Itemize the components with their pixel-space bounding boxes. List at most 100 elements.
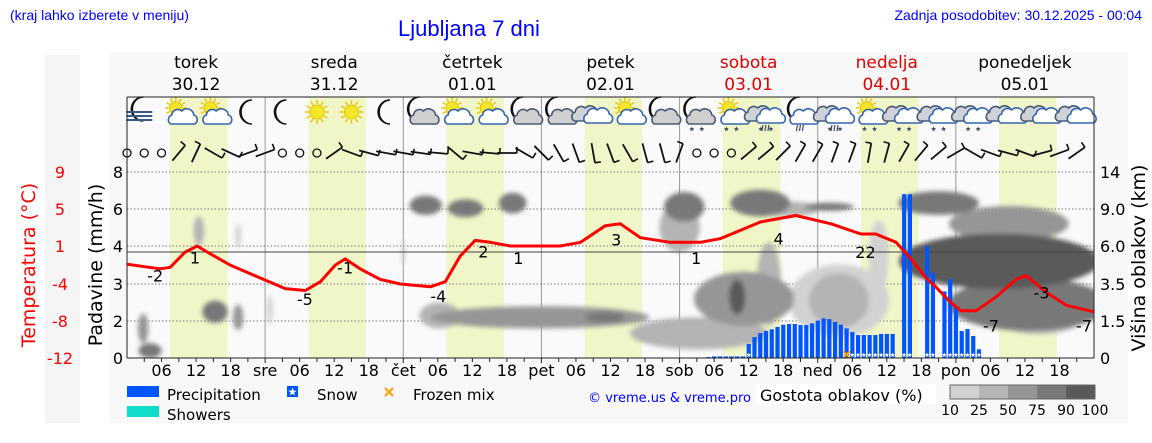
cloud-density-blob — [232, 304, 244, 331]
wind-barb-icon — [794, 140, 807, 163]
precipitation-tick: 6 — [113, 200, 123, 219]
precipitation-bar — [850, 332, 855, 358]
wind-barb-icon — [238, 143, 259, 158]
day-name: četrtek — [442, 53, 503, 73]
sun-ray — [200, 110, 205, 115]
legend-showers-label: Showers — [167, 406, 231, 424]
sun-icon — [343, 104, 359, 120]
precipitation-bar — [861, 335, 866, 358]
snow-marker — [930, 352, 936, 357]
cloud-density-blob — [235, 223, 241, 249]
wind-barb — [751, 141, 757, 148]
cloud-height-tick: 0 — [1100, 349, 1110, 368]
wind-barb — [271, 143, 276, 150]
precipitation-bar — [752, 337, 757, 358]
day-name: sreda — [311, 53, 358, 73]
sun-ray — [216, 101, 221, 106]
wind-barb-icon — [775, 141, 791, 161]
precipitation-bars — [706, 194, 982, 359]
sun-ray — [860, 98, 864, 103]
wind-barb — [769, 141, 775, 148]
sun-ray — [310, 118, 314, 123]
precipitation-bar — [942, 291, 947, 358]
wind-shaft — [255, 148, 275, 158]
legend-frozen-mix-label: Frozen mix — [413, 386, 495, 404]
wind-barb — [1049, 144, 1053, 151]
legend: Precipitation Snow Frozen mix Showers © … — [127, 384, 1108, 424]
snow-marker — [901, 352, 907, 357]
precipitation-bar — [717, 356, 723, 358]
wind-shaft — [914, 144, 929, 162]
wind-shaft — [641, 143, 649, 163]
credit-link[interactable]: © vreme.us & vreme.pro — [588, 391, 751, 406]
sun-ray — [200, 101, 205, 106]
wind-barb-icon — [621, 143, 639, 163]
wind-barb — [563, 157, 570, 163]
snow-marker — [729, 352, 734, 357]
temperature-tick: -4 — [52, 275, 68, 294]
cloud-density-blob — [898, 233, 1094, 289]
sun-ray — [178, 98, 182, 103]
sun-ray — [457, 101, 462, 106]
wind-barb-icon — [641, 143, 654, 164]
precipitation-bar — [735, 356, 740, 358]
wind-barb — [594, 161, 602, 164]
wind-shaft — [997, 149, 1018, 157]
calm-wind-icon — [692, 148, 702, 158]
wind-shaft — [811, 143, 824, 163]
temperature-tick: -8 — [52, 312, 68, 331]
wind-barb-icon — [930, 141, 947, 161]
temp-axis-panel — [45, 55, 80, 423]
wind-shaft — [794, 143, 807, 163]
wind-barb-icon — [946, 142, 966, 159]
cloud-density-title-bg — [756, 384, 936, 404]
snow-marker — [970, 352, 976, 357]
cloud-icon — [824, 107, 856, 124]
temperature-label: 22 — [855, 243, 875, 262]
cloud-icon — [512, 108, 544, 125]
moon-cloud-icon — [510, 96, 544, 125]
calm-wind-icon — [139, 148, 149, 158]
precipitation-bar — [781, 324, 786, 358]
temperature-axis-label: Temperatura (°C) — [18, 183, 40, 348]
rain-drop-icon — [761, 124, 764, 132]
sun-cloud-icon — [613, 97, 647, 125]
wind-shaft — [191, 143, 202, 163]
calm-wind-icon — [709, 148, 719, 158]
x-tick-label: 12 — [1015, 361, 1035, 380]
day-date: 05.01 — [1001, 75, 1050, 95]
snowflake-icon — [699, 126, 705, 132]
frozen-mix-x-icon — [384, 387, 394, 397]
precipitation-bar — [948, 279, 953, 358]
cloud-height-axis-label: Višina oblakov (km) — [1128, 165, 1150, 352]
precipitation-bar — [879, 333, 884, 358]
x-tick-label: 06 — [566, 361, 586, 380]
precipitation-bar — [775, 326, 780, 358]
rain-drop-icon — [767, 124, 770, 132]
precipitation-bar — [758, 333, 763, 358]
location-menu-hint[interactable]: (kraj lahko izberete v meniju) — [10, 7, 189, 23]
wind-barb-icon — [757, 141, 775, 161]
moon-cloud-icon — [545, 96, 578, 125]
rain-drop-icon — [795, 124, 799, 132]
snow-marker — [861, 352, 866, 357]
cloud-density-heatmap — [137, 189, 1094, 358]
precipitation-bar — [930, 272, 936, 358]
precipitation-bar — [844, 328, 849, 358]
precipitation-tick: 3 — [113, 275, 123, 294]
wind-barb-icon — [865, 141, 873, 164]
snowflake-icon — [975, 126, 981, 132]
legend-precipitation-label: Precipitation — [167, 386, 261, 404]
snowflake-icon — [896, 126, 902, 132]
sun-ray — [323, 105, 328, 109]
cloud-icon — [478, 108, 509, 125]
calm-wind-icon — [277, 148, 288, 158]
wind-barb — [446, 147, 450, 154]
wind-barb-icon — [533, 145, 554, 161]
cloud-density-blob — [948, 206, 1069, 242]
wind-shaft — [946, 147, 965, 159]
temperature-label: 1 — [513, 249, 523, 268]
wind-barb — [677, 140, 684, 145]
sun-ray — [310, 101, 314, 106]
